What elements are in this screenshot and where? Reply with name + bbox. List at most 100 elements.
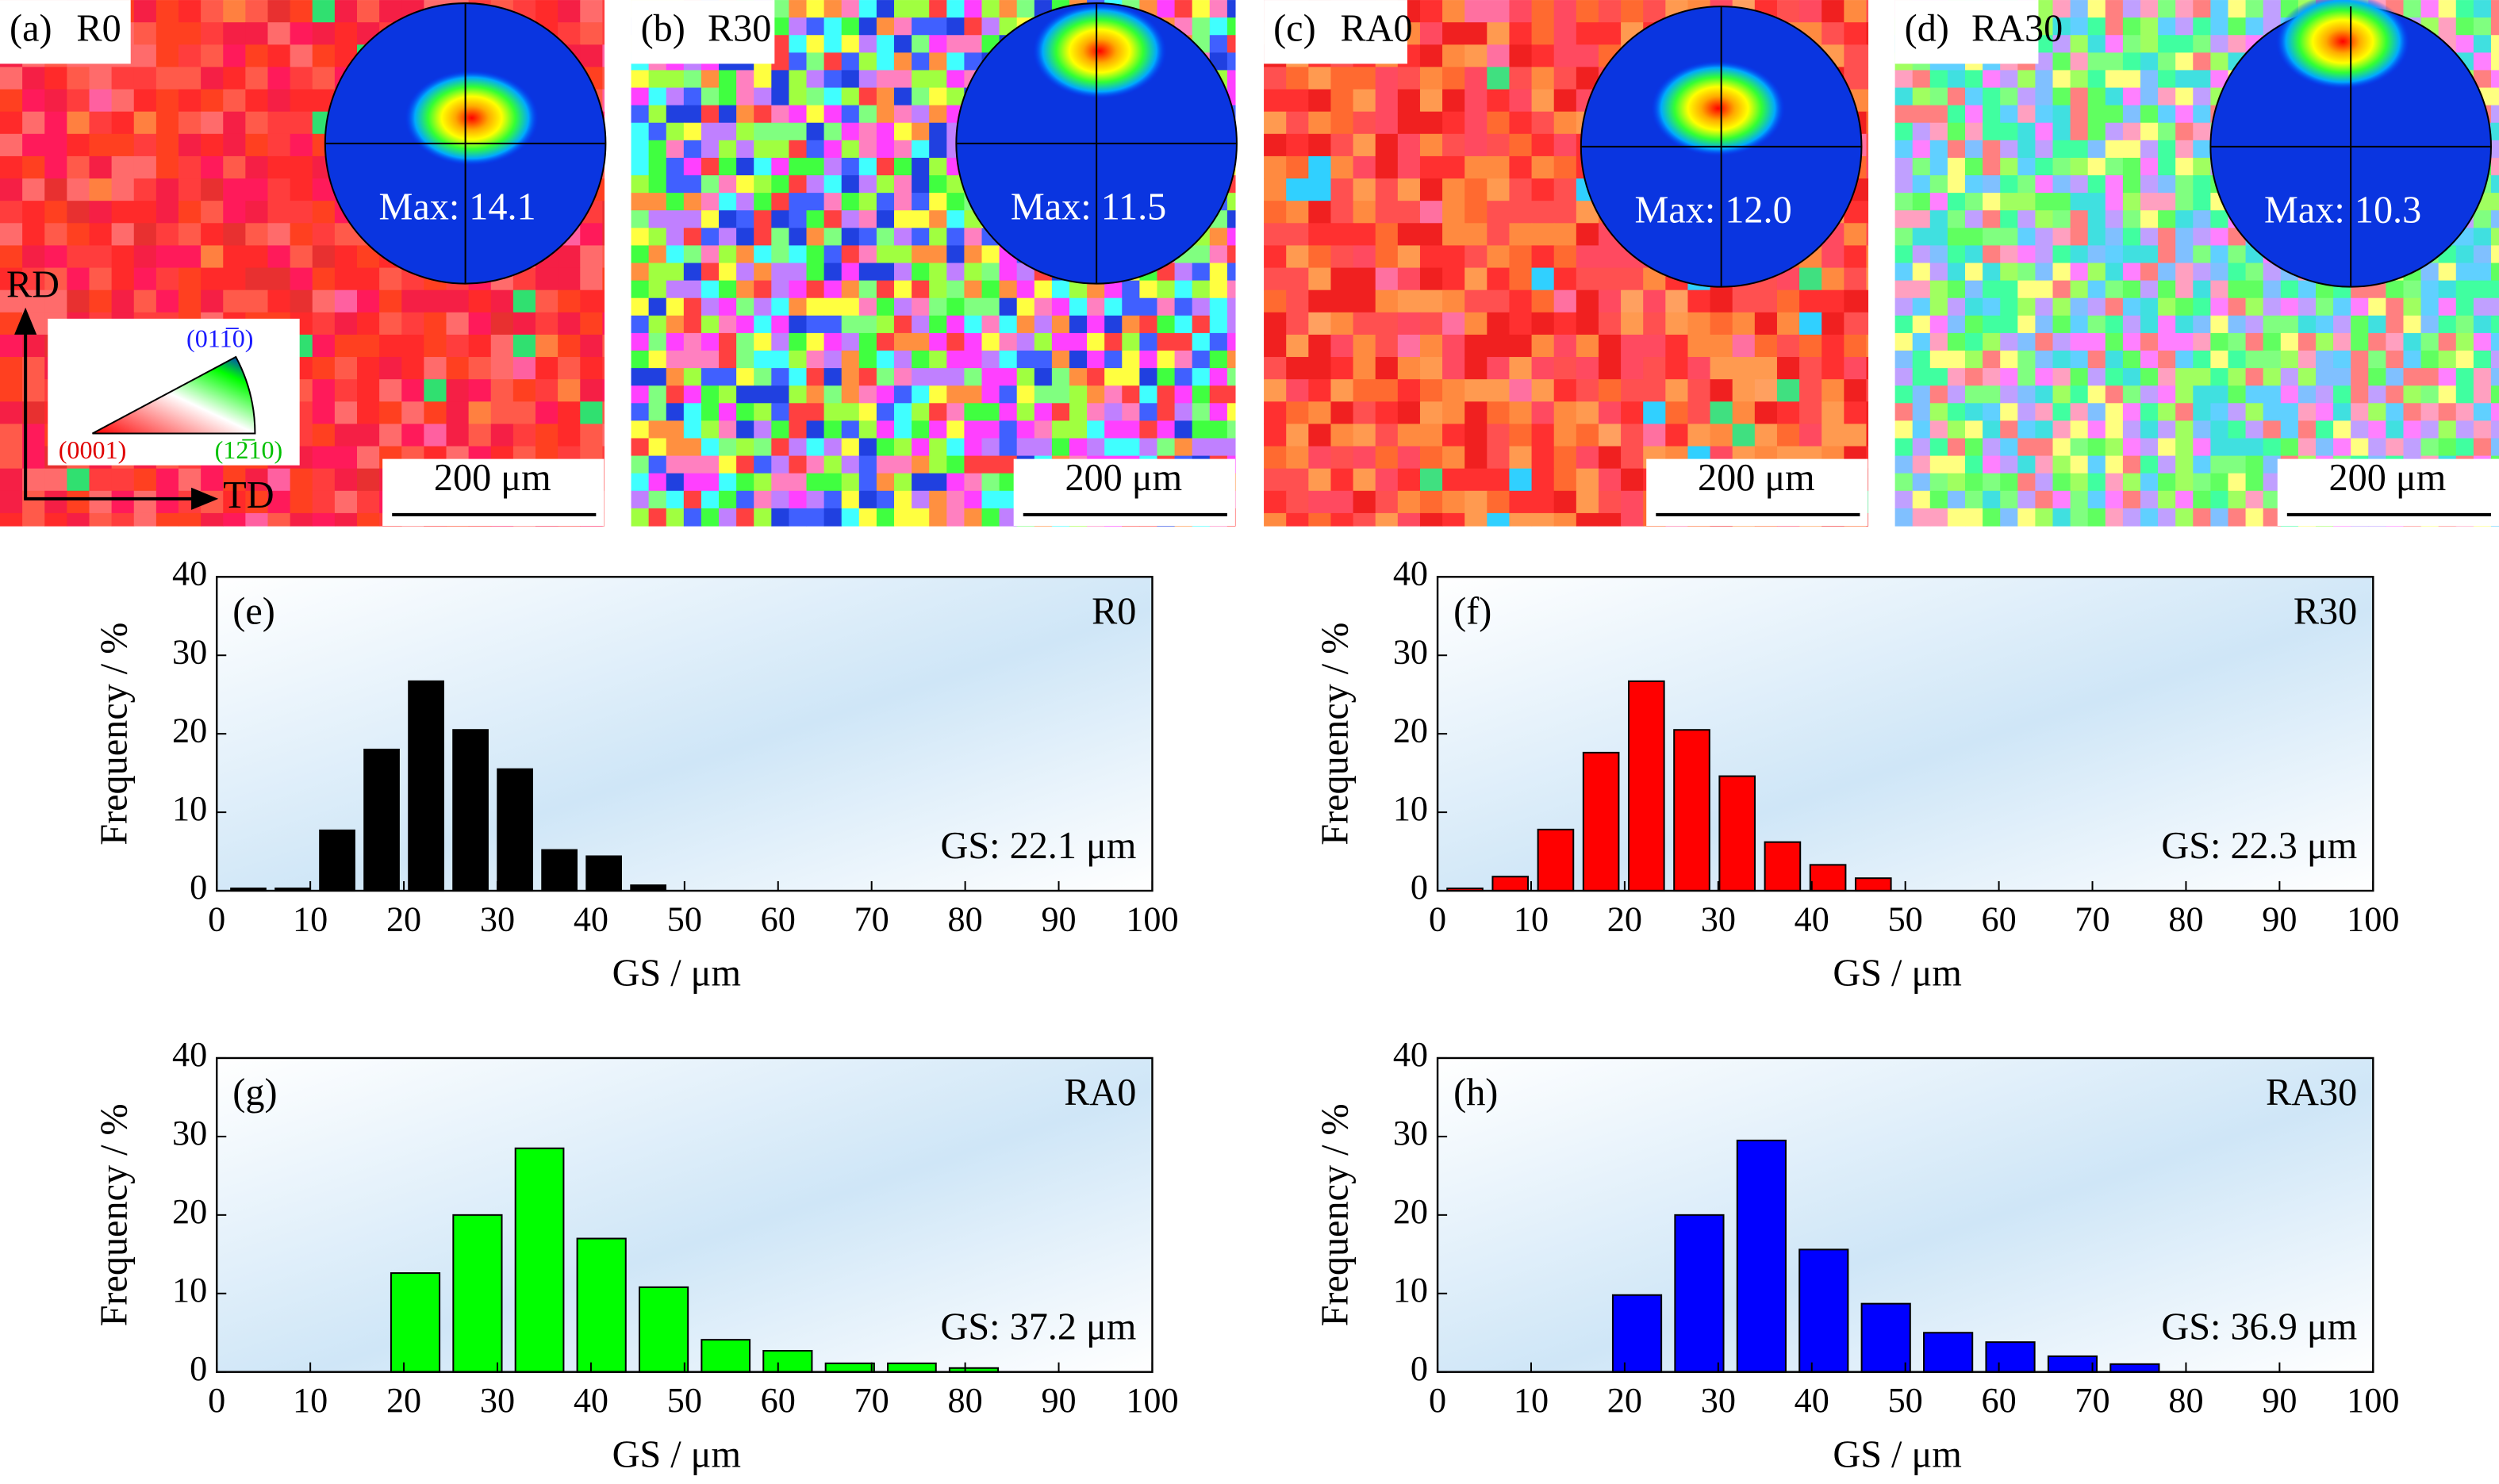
bar [1736, 1139, 1787, 1373]
panel-label: (e) [232, 591, 275, 633]
grain [602, 0, 605, 23]
grain [981, 490, 1000, 509]
grain [2175, 473, 2194, 492]
grain [1553, 67, 1577, 90]
grain [876, 473, 895, 492]
panel-label-bg [1894, 0, 2039, 64]
grain [2420, 297, 2440, 316]
grain [1553, 357, 1577, 380]
grain [2105, 315, 2124, 334]
grain [2000, 490, 2018, 509]
grain [1375, 89, 1399, 113]
grain [2052, 175, 2071, 194]
grain [1965, 508, 1983, 527]
grain [1464, 290, 1488, 313]
grain [1929, 455, 1948, 474]
grain [1397, 468, 1421, 492]
grain [1947, 403, 1966, 422]
grain [1419, 446, 1443, 470]
grain [1844, 312, 1868, 336]
grain [1464, 446, 1488, 470]
grain [701, 351, 720, 369]
grain [2193, 17, 2211, 36]
grain [1397, 245, 1421, 269]
grain [929, 0, 947, 18]
grain [1104, 438, 1123, 457]
grain [1509, 201, 1533, 224]
grain [823, 157, 843, 176]
grain [2368, 438, 2386, 457]
grain [1509, 357, 1533, 380]
grain [1122, 368, 1140, 386]
grain [823, 473, 843, 492]
grain [964, 438, 983, 457]
grain [1776, 312, 1800, 336]
grain [1122, 385, 1140, 404]
grain [2333, 420, 2351, 439]
grain [1464, 201, 1488, 224]
grain [823, 403, 843, 422]
bar [1491, 876, 1530, 892]
panel-label: (c) [1273, 7, 1316, 49]
grain [267, 490, 291, 514]
grain [2017, 245, 2036, 264]
grain [312, 379, 336, 402]
grain [823, 0, 843, 18]
grain [1087, 332, 1105, 351]
grain [823, 280, 843, 299]
grain [245, 468, 269, 492]
grain [1051, 351, 1070, 369]
grain [2122, 403, 2141, 422]
grain [111, 111, 135, 135]
grain [2333, 368, 2351, 386]
grain [1264, 89, 1287, 113]
grain [2017, 105, 2036, 124]
grain [2455, 245, 2474, 264]
x-tick-label: 20 [386, 899, 421, 938]
grain [1286, 290, 1309, 313]
grain [912, 473, 930, 492]
grain [2052, 228, 2071, 247]
grain [1929, 122, 1948, 141]
grain [89, 245, 113, 269]
grain [178, 44, 202, 68]
grain [2490, 87, 2499, 106]
grain [580, 267, 603, 291]
grain [2490, 332, 2499, 351]
grain [2333, 332, 2351, 351]
grain [111, 223, 135, 247]
grain [580, 44, 603, 68]
grain [2017, 332, 2036, 351]
grain [719, 122, 737, 141]
grain [1419, 312, 1443, 336]
grain [683, 455, 702, 474]
grain [22, 290, 45, 313]
grain [806, 17, 825, 36]
grain [1965, 280, 1983, 299]
grain [2052, 403, 2071, 422]
grain [1016, 297, 1035, 316]
grain [1947, 105, 1966, 124]
grain [1487, 490, 1511, 514]
grain [1192, 438, 1211, 457]
grain [0, 379, 23, 402]
grain [67, 89, 90, 113]
grain [946, 351, 965, 369]
grain [2052, 490, 2071, 509]
grain [2105, 403, 2124, 422]
grain [1531, 155, 1555, 179]
grain [1621, 357, 1644, 380]
grain [357, 446, 380, 470]
grain-size-annotation: GS: 36.9 μm [2161, 1306, 2357, 1348]
grain [2175, 140, 2194, 159]
grain [683, 228, 702, 247]
x-tick-label: 80 [948, 1381, 983, 1420]
grain [1912, 351, 1931, 369]
grain [912, 52, 930, 71]
grain [964, 385, 983, 404]
grain [0, 223, 23, 247]
grain [858, 122, 877, 141]
grain [536, 379, 559, 402]
grain [1487, 155, 1511, 179]
grain [312, 290, 336, 313]
